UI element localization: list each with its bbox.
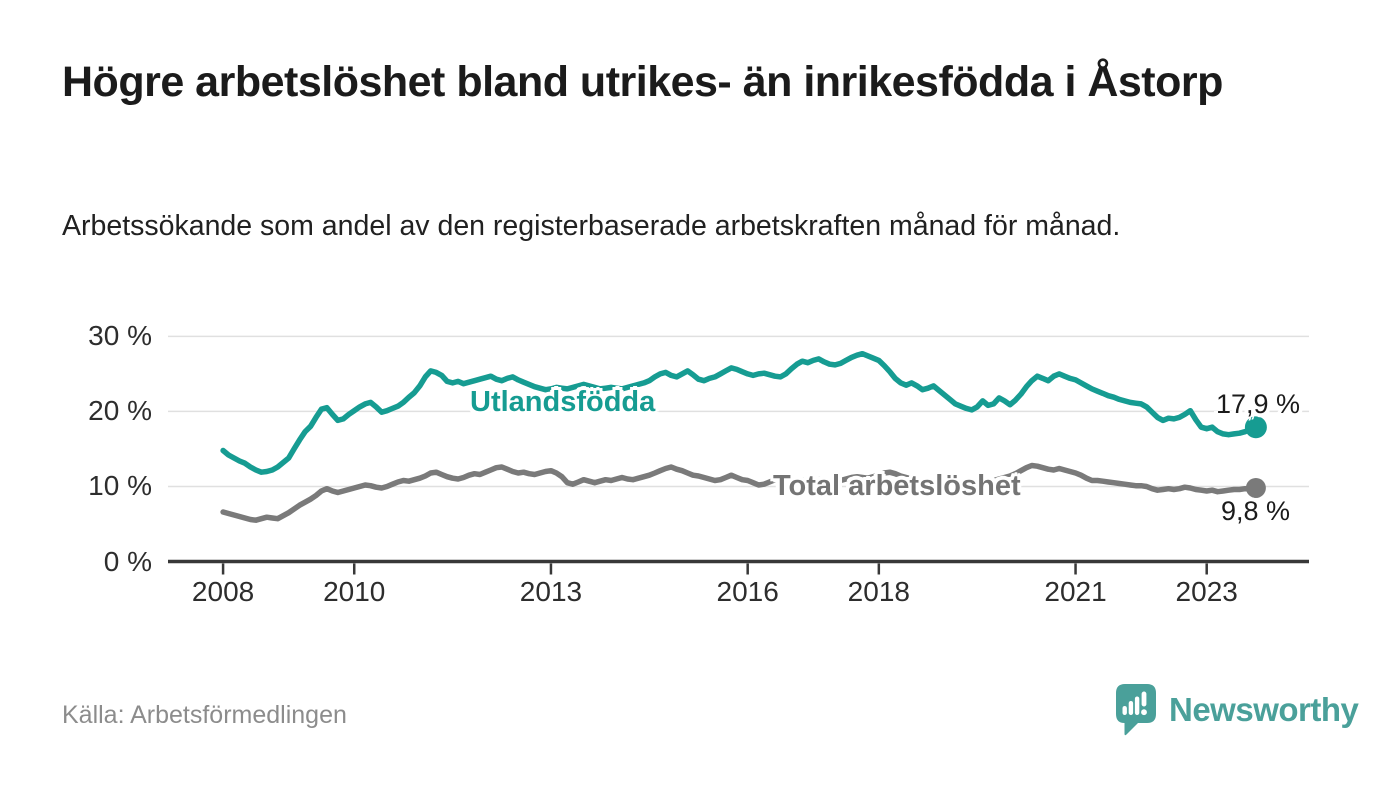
y-tick-label-20: 20 % bbox=[88, 395, 152, 427]
x-tick-label-2013: 2013 bbox=[519, 576, 583, 607]
y-tick-label-30: 30 % bbox=[88, 320, 152, 352]
series-line-utlandsf-dda bbox=[220, 350, 1259, 475]
x-tick-label-2010: 2010 bbox=[323, 576, 386, 607]
page-title: Högre arbetslöshet bland utrikes- än inr… bbox=[62, 58, 1223, 106]
newsworthy-logo-icon bbox=[1116, 684, 1156, 736]
end-dot-total-arbetsl-shet bbox=[1245, 477, 1266, 498]
x-tick-label-2016: 2016 bbox=[716, 576, 779, 607]
x-tick-label-2021: 2021 bbox=[1044, 576, 1107, 607]
newsworthy-logo-text: Newsworthy bbox=[1169, 691, 1359, 728]
series-label-utlandsfodda: Utlandsfödda bbox=[470, 386, 656, 418]
x-tick-label-2023: 2023 bbox=[1175, 576, 1238, 607]
x-tick-label-2008: 2008 bbox=[191, 576, 255, 607]
series-label-total-arbetsloshet: Total arbetslöshet bbox=[773, 470, 1021, 502]
x-tick-label-2018: 2018 bbox=[847, 576, 910, 607]
series-line-total-arbetsl-shet bbox=[220, 462, 1259, 523]
y-tick-label-0: 0 % bbox=[103, 545, 152, 577]
end-value-utlandsfodda: 17,9 % bbox=[1215, 389, 1300, 419]
newsworthy-logo: Newsworthy bbox=[1116, 684, 1359, 736]
page-subtitle: Arbetssökande som andel av den registerb… bbox=[62, 210, 1121, 242]
source-note: Källa: Arbetsförmedlingen bbox=[62, 701, 347, 729]
end-value-total: 9,8 % bbox=[1220, 496, 1290, 526]
y-tick-label-10: 10 % bbox=[88, 470, 152, 502]
